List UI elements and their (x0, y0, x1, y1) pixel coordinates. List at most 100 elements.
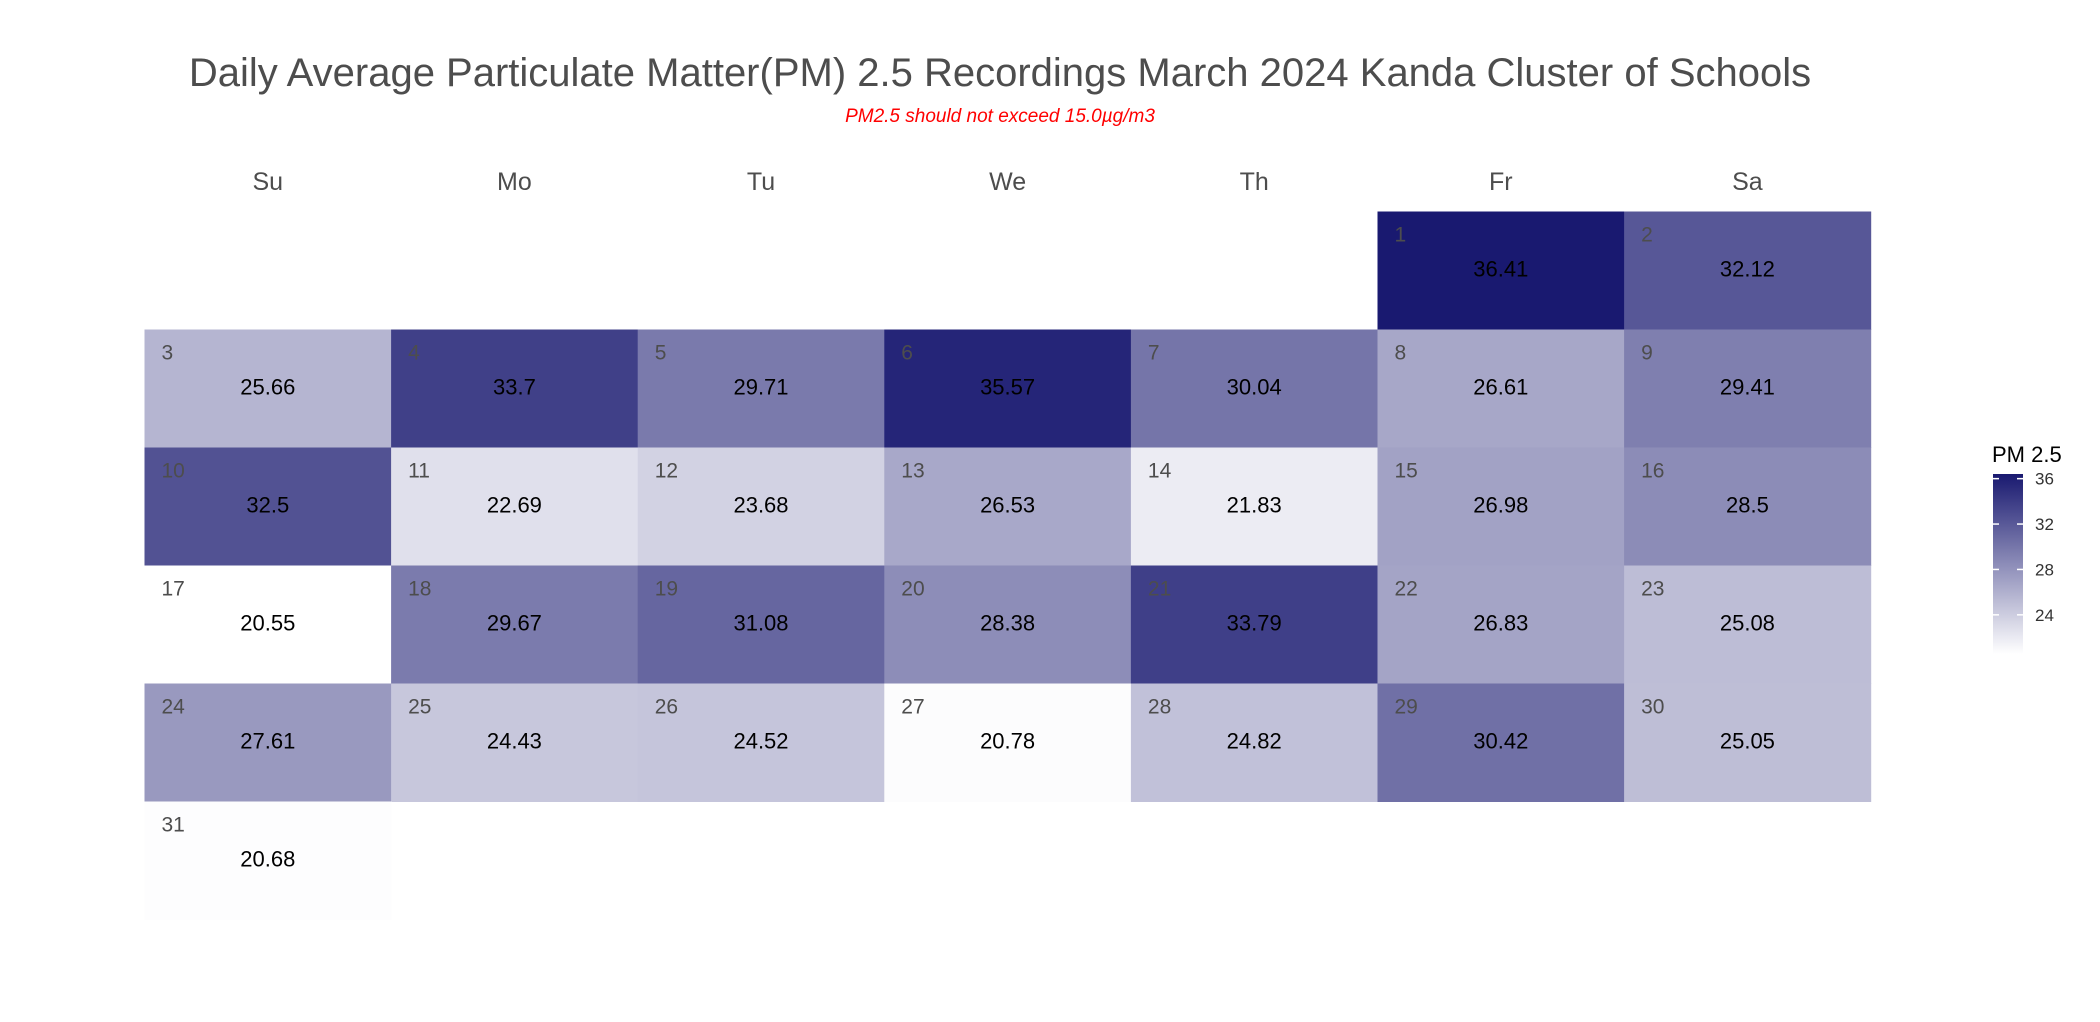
day-cell-rect (144, 447, 392, 566)
weekday-header-row: Su Mo Tu We Th Fr Sa (253, 168, 1763, 196)
day-number: 25 (408, 696, 431, 719)
pm25-value-label: 24.82 (1227, 729, 1282, 754)
day-number: 9 (1641, 342, 1653, 365)
day-cell-rect (1624, 683, 1872, 802)
day-cell-29: 29 30.42 (1377, 683, 1625, 802)
day-cell-22: 22 26.83 (1377, 565, 1625, 684)
day-cell-rect (1377, 565, 1625, 684)
weekday-label-we: We (989, 168, 1026, 196)
day-number: 26 (655, 696, 678, 719)
day-cell-12: 12 23.68 (637, 447, 885, 566)
day-cell-rect (1130, 565, 1378, 684)
day-cell-rect (144, 565, 392, 684)
day-cell-rect (1624, 565, 1872, 684)
day-cell-16: 16 28.5 (1624, 447, 1872, 566)
day-number: 31 (162, 814, 185, 837)
pm25-value-label: 26.98 (1473, 493, 1528, 518)
day-number: 5 (655, 342, 667, 365)
pm25-value-label: 25.08 (1720, 611, 1775, 636)
chart-subtitle: PM2.5 should not exceed 15.0µg/m3 (845, 106, 1155, 127)
day-cell-rect (391, 447, 639, 566)
day-cell-rect (391, 683, 639, 802)
legend-color-bar (1993, 474, 2023, 654)
day-cell-27: 27 20.78 (884, 683, 1132, 802)
day-cell-rect (1377, 211, 1625, 330)
pm25-value-label: 28.5 (1726, 493, 1769, 518)
pm25-value-label: 26.61 (1473, 375, 1528, 400)
pm25-value-label: 26.53 (980, 493, 1035, 518)
day-number: 1 (1395, 224, 1407, 247)
pm25-value-label: 30.42 (1473, 729, 1528, 754)
day-number: 20 (901, 578, 924, 601)
pm25-value-label: 24.43 (487, 729, 542, 754)
day-number: 12 (655, 460, 678, 483)
day-cell-rect (884, 329, 1132, 448)
day-cell-28: 28 24.82 (1130, 683, 1378, 802)
calendar-cells: 136.41232.12325.66433.7529.71635.57730.0… (144, 211, 1872, 920)
weekday-label-tu: Tu (747, 168, 775, 196)
day-cell-1: 136.41 (1377, 211, 1625, 330)
day-cell-23: 23 25.08 (1624, 565, 1872, 684)
day-cell-21: 21 33.79 (1130, 565, 1378, 684)
pm25-value-label: 32.12 (1720, 257, 1775, 282)
day-cell-rect (1130, 683, 1378, 802)
chart-title: Daily Average Particulate Matter(PM) 2.5… (189, 51, 1811, 95)
weekday-label-su: Su (253, 168, 284, 196)
day-number: 2 (1641, 224, 1653, 247)
day-number: 8 (1395, 342, 1407, 365)
pm25-value-label: 30.04 (1227, 375, 1282, 400)
day-cell-rect (1377, 683, 1625, 802)
day-cell-rect (1624, 211, 1872, 330)
day-cell-15: 15 26.98 (1377, 447, 1625, 566)
pm25-value-label: 29.67 (487, 611, 542, 636)
day-number: 18 (408, 578, 431, 601)
day-cell-rect (391, 565, 639, 684)
day-cell-24: 24 27.61 (144, 683, 392, 802)
day-cell-31: 31 20.68 (144, 801, 392, 920)
day-cell-18: 18 29.67 (391, 565, 639, 684)
day-cell-rect (637, 683, 885, 802)
day-number: 29 (1395, 696, 1418, 719)
day-cell-4: 433.7 (391, 329, 639, 448)
day-cell-7: 730.04 (1130, 329, 1378, 448)
day-cell-rect (391, 329, 639, 448)
day-cell-13: 13 26.53 (884, 447, 1132, 566)
day-cell-10: 10 32.5 (144, 447, 392, 566)
day-cell-rect (1377, 329, 1625, 448)
day-cell-rect (637, 565, 885, 684)
pm25-value-label: 33.79 (1227, 611, 1282, 636)
pm25-value-label: 25.66 (240, 375, 295, 400)
pm25-value-label: 22.69 (487, 493, 542, 518)
pm25-value-label: 27.61 (240, 729, 295, 754)
day-number: 16 (1641, 460, 1664, 483)
pm25-value-label: 21.83 (1227, 493, 1282, 518)
day-cell-rect (1130, 447, 1378, 566)
legend-tick-label: 32 (2035, 515, 2054, 534)
day-cell-rect (884, 447, 1132, 566)
weekday-label-th: Th (1240, 168, 1269, 196)
weekday-label-sa: Sa (1732, 168, 1763, 196)
pm25-value-label: 24.52 (733, 729, 788, 754)
day-cell-2: 232.12 (1624, 211, 1872, 330)
day-cell-rect (637, 447, 885, 566)
pm25-value-label: 23.68 (733, 493, 788, 518)
pm25-value-label: 31.08 (733, 611, 788, 636)
day-number: 24 (162, 696, 186, 719)
day-number: 6 (901, 342, 913, 365)
day-number: 3 (162, 342, 174, 365)
pm25-value-label: 33.7 (493, 375, 536, 400)
legend-tick-label: 24 (2035, 606, 2054, 625)
day-number: 22 (1395, 578, 1418, 601)
color-legend: PM 2.5 24 28 32 36 (1992, 442, 2062, 654)
pm25-value-label: 28.38 (980, 611, 1035, 636)
day-cell-11: 11 22.69 (391, 447, 639, 566)
day-cell-rect (1624, 329, 1872, 448)
day-cell-rect (1624, 447, 1872, 566)
day-number: 23 (1641, 578, 1664, 601)
day-cell-rect (144, 329, 392, 448)
pm25-value-label: 25.05 (1720, 729, 1775, 754)
day-cell-25: 25 24.43 (391, 683, 639, 802)
day-cell-rect (1130, 329, 1378, 448)
pm25-value-label: 29.41 (1720, 375, 1775, 400)
